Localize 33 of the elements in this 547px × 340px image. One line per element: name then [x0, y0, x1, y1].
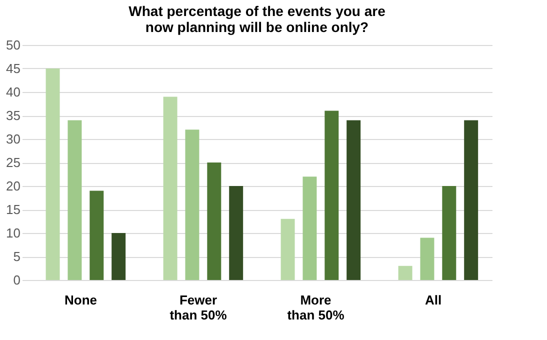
bar: [46, 68, 60, 280]
bar: [163, 96, 178, 280]
y-tick-label: 45: [6, 61, 20, 76]
bar: [464, 120, 478, 280]
x-tick-label: None: [64, 292, 97, 308]
y-tick-label: 10: [6, 226, 20, 240]
bar: [229, 186, 244, 280]
text: What percentage of the events you are: [128, 3, 386, 19]
x-tick-label: Fewer than 50%: [170, 292, 228, 322]
x-tick-label: All: [424, 292, 442, 308]
y-tick-label: 5: [13, 249, 20, 264]
bar: [280, 218, 295, 280]
bar: [346, 120, 361, 280]
y-tick-label: 30: [6, 132, 20, 146]
bar: [112, 233, 126, 280]
bar: [68, 120, 82, 280]
bar: [207, 162, 222, 280]
bar: [442, 186, 456, 280]
y-tick-label: 25: [6, 155, 20, 170]
text: now planning will be online only?: [145, 19, 369, 35]
bar: [420, 238, 434, 280]
y-tick-label: 35: [6, 108, 20, 123]
x-tick-label: More than 50%: [287, 292, 345, 322]
y-tick-label: 15: [6, 202, 20, 217]
y-tick-label: 40: [6, 84, 20, 100]
bar: [324, 110, 339, 280]
y-tick-label: 20: [6, 178, 20, 194]
y-tick-label: 0: [13, 272, 20, 288]
y-tick-label: 50: [6, 38, 20, 52]
bar: [185, 130, 200, 280]
bar: [90, 190, 104, 280]
bar: [398, 266, 412, 280]
bar: [302, 176, 317, 280]
